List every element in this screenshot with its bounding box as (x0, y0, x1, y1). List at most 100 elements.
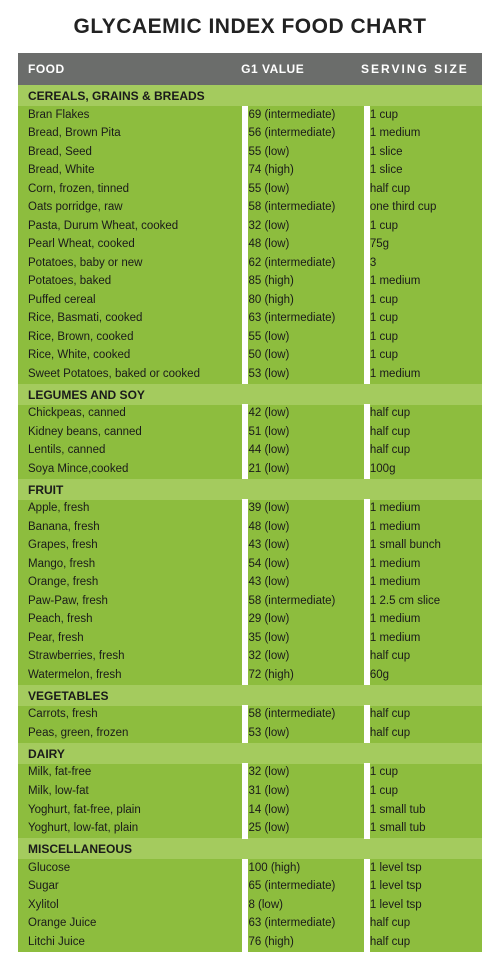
cell-serving: half cup (370, 726, 472, 742)
table-row: Bread, White74 (high)1 slice (18, 162, 482, 181)
cell-gi: 29 (low) (248, 612, 363, 628)
cell-food: Kidney beans, canned (28, 425, 242, 441)
cell-gi: 69 (intermediate) (248, 108, 363, 124)
cell-serving: 1 cup (370, 311, 472, 327)
cell-food: Bread, White (28, 163, 242, 179)
cell-gi: 48 (low) (248, 520, 363, 536)
cell-gi: 25 (low) (248, 821, 363, 837)
cell-serving: 1 2.5 cm slice (370, 594, 472, 610)
table-header: FOOD G1 VALUE SERVING SIZE (18, 53, 482, 85)
cell-food: Watermelon, fresh (28, 668, 242, 684)
cell-gi: 63 (intermediate) (248, 916, 363, 932)
cell-gi: 32 (low) (248, 765, 363, 781)
cell-serving: 1 slice (370, 163, 472, 179)
cell-serving: 75g (370, 237, 472, 253)
cell-gi: 58 (intermediate) (248, 707, 363, 723)
cell-food: Soya Mince,cooked (28, 462, 242, 478)
table-row: Milk, low-fat31 (low)1 cup (18, 783, 482, 802)
cell-food: Peach, fresh (28, 612, 242, 628)
table-row: Banana, fresh48 (low)1 medium (18, 518, 482, 537)
table-row: Oats porridge, raw58 (intermediate)one t… (18, 199, 482, 218)
cell-food: Rice, Basmati, cooked (28, 311, 242, 327)
table-row: Yoghurt, low-fat, plain 25 (low) 1 small t… (18, 820, 482, 839)
cell-gi: 42 (low) (248, 406, 363, 422)
section-header: CEREALS, GRAINS & BREADS (18, 85, 482, 106)
cell-serving: 1 cup (370, 293, 472, 309)
cell-food: Mango, fresh (28, 557, 242, 573)
table-row: Rice, Basmati, cooked63 (intermediate)1 … (18, 310, 482, 329)
cell-serving: 1 medium (370, 612, 472, 628)
cell-food: Pear, fresh (28, 631, 242, 647)
cell-gi: 56 (intermediate) (248, 126, 363, 142)
table-row: Xylitol8 (low)1 level tsp (18, 896, 482, 915)
table-row: Kidney beans, canned51 (low)half cup (18, 423, 482, 442)
cell-food: Paw-Paw, fresh (28, 594, 242, 610)
cell-food: Yoghurt, low-fat, plain (28, 821, 242, 837)
cell-serving: 1 cup (370, 219, 472, 235)
cell-gi: 43 (low) (248, 538, 363, 554)
cell-gi: 48 (low) (248, 237, 363, 253)
cell-food: Sweet Potatoes, baked or cooked (28, 367, 242, 383)
table-row: Sugar65 (intermediate)1 level tsp (18, 878, 482, 897)
cell-food: Milk, fat-free (28, 765, 242, 781)
cell-gi: 62 (intermediate) (248, 256, 363, 272)
cell-serving: 1 cup (370, 330, 472, 346)
cell-food: Strawberries, fresh (28, 649, 242, 665)
cell-food: Yoghurt, fat-free, plain (28, 803, 242, 819)
table-row: Potatoes, baked85 (high)1 medium (18, 273, 482, 292)
cell-serving: 1 medium (370, 501, 472, 517)
section-header: DAIRY (18, 743, 482, 764)
cell-serving: half cup (370, 443, 472, 459)
section-header: MISCELLANEOUS (18, 838, 482, 859)
cell-serving: half cup (370, 916, 472, 932)
table-row: Bread, Brown Pita 56 (intermediate) 1 medi… (18, 125, 482, 144)
table-row: Pasta, Durum Wheat, cooked32 (low)1 cup (18, 217, 482, 236)
cell-gi: 50 (low) (248, 348, 363, 364)
cell-serving: 1 cup (370, 765, 472, 781)
cell-serving: 1 slice (370, 145, 472, 161)
cell-serving: half cup (370, 649, 472, 665)
cell-serving: 1 cup (370, 108, 472, 124)
cell-gi: 53 (low) (248, 367, 363, 383)
cell-gi: 55 (low) (248, 145, 363, 161)
cell-gi: 32 (low) (248, 219, 363, 235)
table-row: Puffed cereal 80 (high) 1 cup (18, 291, 482, 310)
cell-serving: 1 small bunch (370, 538, 472, 554)
table-row: Bran Flakes69 (intermediate)1 cup (18, 106, 482, 125)
table-row: Bread, Seed55 (low)1 slice (18, 143, 482, 162)
cell-gi: 100 (high) (248, 861, 363, 877)
cell-gi: 14 (low) (248, 803, 363, 819)
table-row: Apple, fresh39 (low)1 medium (18, 500, 482, 519)
table-row: Milk, fat-free 32 (low) 1 cup (18, 764, 482, 783)
cell-gi: 80 (high) (248, 293, 363, 309)
section-header: LEGUMES AND SOY (18, 384, 482, 405)
cell-gi: 53 (low) (248, 726, 363, 742)
cell-serving: 1 cup (370, 784, 472, 800)
cell-gi: 8 (low) (248, 898, 363, 914)
table-row: Carrots, fresh58 (intermediate)half cup (18, 706, 482, 725)
table-row: Strawberries, fresh32 (low)half cup (18, 648, 482, 667)
cell-food: Rice, Brown, cooked (28, 330, 242, 346)
cell-food: Bread, Brown Pita (28, 126, 242, 142)
cell-serving: 1 medium (370, 274, 472, 290)
cell-serving: 1 small tub (370, 821, 472, 837)
cell-gi: 35 (low) (248, 631, 363, 647)
cell-gi: 72 (high) (248, 668, 363, 684)
cell-serving: 1 medium (370, 126, 472, 142)
cell-serving: 1 medium (370, 575, 472, 591)
table-row: Corn, frozen, tinned55 (low)half cup (18, 180, 482, 199)
cell-serving: 60g (370, 668, 472, 684)
cell-serving: half cup (370, 425, 472, 441)
cell-serving: 1 medium (370, 557, 472, 573)
cell-serving: half cup (370, 707, 472, 723)
cell-serving: 1 level tsp (370, 898, 472, 914)
table-row: Orange Juice63 (intermediate)half cup (18, 915, 482, 934)
cell-food: Puffed cereal (28, 293, 242, 309)
cell-food: Potatoes, baby or new (28, 256, 242, 272)
cell-food: Oats porridge, raw (28, 200, 242, 216)
table-row: Mango, fresh54 (low)1 medium (18, 555, 482, 574)
table-row: Watermelon, fresh 72 (high) 60g (18, 666, 482, 685)
cell-gi: 55 (low) (248, 182, 363, 198)
cell-gi: 21 (low) (248, 462, 363, 478)
cell-food: Potatoes, baked (28, 274, 242, 290)
